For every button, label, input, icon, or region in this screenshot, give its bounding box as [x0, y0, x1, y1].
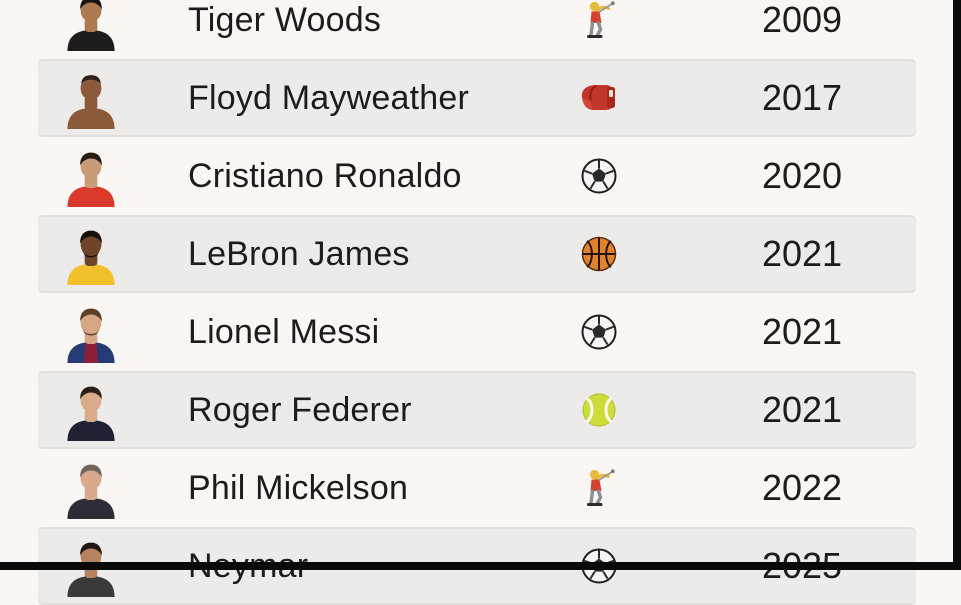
boxing-glove-icon [570, 59, 628, 137]
avatar-shoulders [67, 264, 115, 285]
video-letterbox-bottom [0, 562, 961, 570]
year: 2022 [761, 467, 843, 508]
athlete-name: Cristiano Ronaldo [188, 156, 462, 195]
avatar [56, 293, 126, 371]
avatar-shoulders [67, 30, 115, 51]
avatar-hair [80, 386, 102, 400]
golfer-icon [570, 0, 628, 59]
avatar-hair [80, 0, 102, 10]
table-row: Phil Mickelson 2022 [0, 449, 961, 527]
table-row: Floyd Mayweather 2017 [38, 59, 916, 137]
year: 2021 [761, 389, 843, 430]
table-row: Lionel Messi 2021 [0, 293, 961, 371]
avatar-shoulders [67, 420, 115, 441]
avatar-hair [81, 75, 101, 84]
avatar-jersey-stripe [83, 343, 99, 363]
athlete-name: Floyd Mayweather [188, 78, 469, 117]
avatar [56, 371, 126, 449]
avatar-hair [80, 152, 102, 166]
avatar-shoulders [67, 498, 115, 519]
athlete-name: Lionel Messi [188, 312, 380, 351]
avatar-hair [80, 464, 102, 478]
table-row: Tiger Woods 2009 [0, 0, 961, 59]
basketball-icon [570, 215, 628, 293]
athlete-name: Tiger Woods [188, 0, 382, 39]
year: 2020 [761, 155, 843, 196]
athlete-name: Phil Mickelson [188, 468, 409, 507]
year: 2009 [761, 0, 843, 40]
video-letterbox-right [953, 0, 961, 570]
soccer-ball-icon [570, 293, 628, 371]
year: 2021 [761, 311, 843, 352]
tennis-ball-icon [570, 371, 628, 449]
avatar [56, 59, 126, 137]
avatar-hair [80, 308, 102, 322]
avatar [56, 137, 126, 215]
athlete-name: LeBron James [188, 234, 410, 273]
avatar-shoulders [67, 186, 115, 207]
avatar-hair [80, 542, 102, 556]
table-row: LeBron James 2021 [38, 215, 916, 293]
avatar-hair [80, 230, 102, 244]
avatar [56, 215, 126, 293]
year: 2021 [761, 233, 843, 274]
avatar-shoulders [67, 576, 115, 597]
avatar [56, 449, 126, 527]
avatar-shoulders [67, 108, 115, 129]
soccer-ball-icon [570, 137, 628, 215]
year: 2017 [761, 77, 843, 118]
athlete-name: Roger Federer [188, 390, 412, 429]
table-row: Roger Federer 2021 [38, 371, 916, 449]
table-row: Cristiano Ronaldo 2020 [0, 137, 961, 215]
golfer-icon [570, 449, 628, 527]
avatar [56, 0, 126, 59]
